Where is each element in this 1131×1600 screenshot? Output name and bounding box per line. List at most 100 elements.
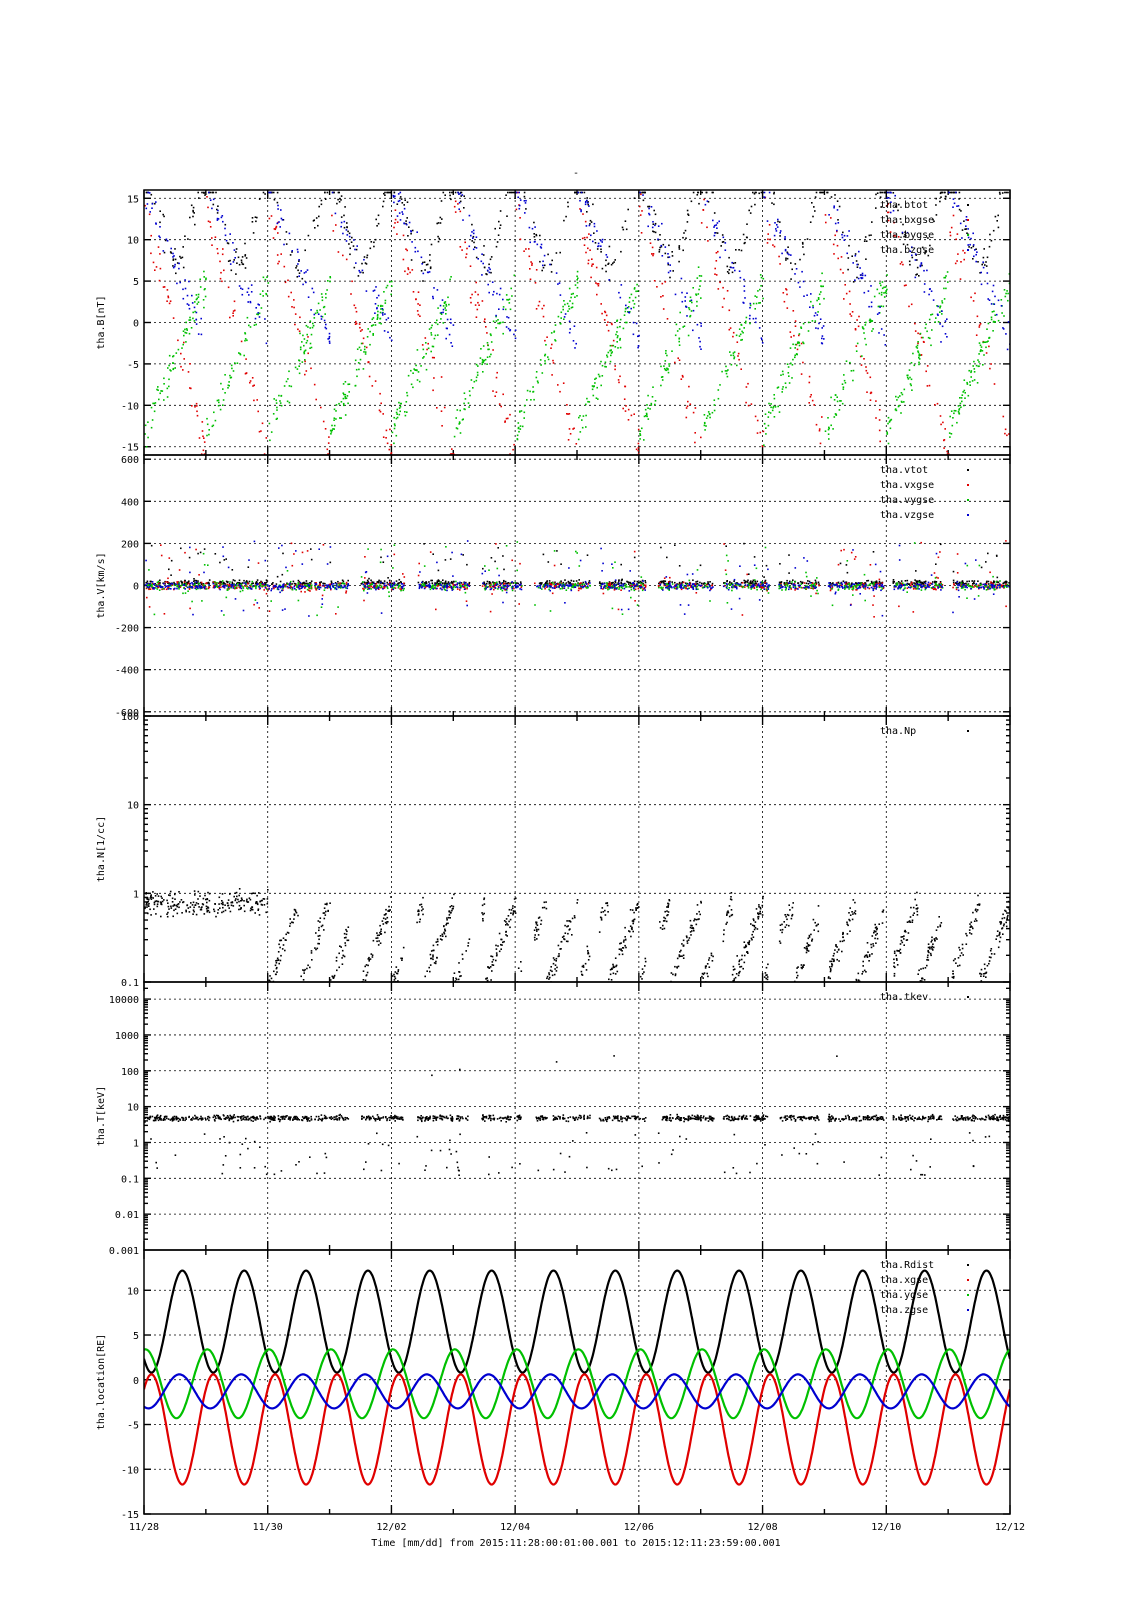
data-point: [774, 222, 776, 224]
data-point: [830, 584, 832, 587]
data-point: [976, 251, 978, 253]
data-point: [206, 417, 208, 420]
data-point: [913, 582, 915, 584]
data-point: [219, 561, 221, 564]
data-point: [360, 349, 362, 351]
data-point: [229, 259, 231, 262]
data-point: [184, 582, 186, 585]
data-point: [818, 429, 821, 432]
data-point: [914, 322, 916, 325]
data-point: [731, 583, 734, 585]
data-point: [885, 290, 887, 292]
data-point: [278, 221, 280, 223]
data-point: [768, 402, 770, 405]
data-point: [263, 589, 265, 591]
data-point: [701, 191, 703, 194]
data-point: [843, 584, 846, 587]
data-point: [952, 198, 955, 200]
data-point: [370, 579, 372, 582]
data-point: [755, 191, 757, 194]
data-point: [685, 587, 687, 589]
data-point: [495, 327, 497, 329]
data-point: [250, 583, 253, 586]
data-point: [610, 263, 613, 266]
data-point: [584, 220, 587, 223]
data-point: [746, 236, 748, 239]
data-point: [436, 319, 438, 322]
data-point: [290, 291, 292, 294]
data-point: [570, 579, 573, 582]
data-point: [482, 359, 485, 362]
data-point: [787, 246, 789, 248]
data-point: [229, 581, 231, 583]
data-point: [305, 370, 308, 372]
data-point: [576, 270, 579, 273]
data-point: [472, 232, 475, 235]
data-point: [195, 548, 197, 551]
data-point: [468, 584, 470, 586]
data-point: [298, 359, 301, 362]
data-point: [534, 240, 536, 243]
data-point: [930, 314, 932, 316]
data-point: [148, 569, 150, 571]
data-point: [179, 586, 182, 588]
data-point: [321, 315, 324, 318]
data-point: [473, 241, 475, 244]
data-point: [359, 326, 361, 329]
data-point: [969, 381, 971, 383]
data-point: [568, 428, 571, 430]
data-point: [315, 398, 317, 401]
data-point: [632, 306, 635, 309]
data-point: [181, 347, 183, 349]
data-point: [591, 258, 593, 260]
data-point: [792, 358, 794, 361]
data-point: [829, 589, 832, 592]
data-point: [510, 586, 513, 588]
data-point: [425, 582, 428, 584]
data-point: [639, 580, 642, 583]
data-point: [448, 586, 451, 588]
data-point: [744, 580, 747, 582]
data-point: [567, 201, 569, 204]
data-point: [966, 381, 968, 384]
data-point: [985, 583, 988, 585]
data-point: [807, 330, 810, 332]
data-point: [315, 589, 318, 591]
data-point: [433, 356, 435, 359]
data-point: [776, 226, 779, 228]
data-point: [730, 354, 732, 357]
data-point: [540, 243, 543, 246]
data-point: [458, 208, 460, 210]
data-point: [740, 368, 742, 370]
data-point: [746, 573, 748, 576]
data-point: [323, 582, 325, 585]
data-point: [966, 580, 968, 583]
data-point: [830, 588, 832, 590]
data-point: [275, 402, 278, 404]
data-point: [417, 574, 420, 577]
data-point: [570, 588, 572, 591]
data-point: [236, 587, 238, 589]
data-point: [265, 342, 268, 345]
data-point: [373, 241, 375, 244]
data-point: [442, 579, 444, 581]
data-point: [304, 587, 306, 589]
data-point: [325, 323, 327, 326]
series-tha.btot: [145, 191, 1009, 283]
data-point: [875, 193, 877, 196]
data-point: [851, 588, 853, 590]
data-point: [311, 326, 314, 329]
data-point: [200, 317, 202, 320]
data-point: [280, 395, 282, 397]
data-point: [389, 336, 391, 339]
data-point: [185, 341, 187, 343]
data-point: [613, 583, 616, 585]
data-point: [914, 259, 917, 261]
data-point: [633, 580, 636, 582]
data-point: [146, 203, 149, 205]
data-point: [637, 335, 639, 338]
data-point: [953, 202, 956, 205]
data-point: [200, 453, 203, 455]
data-point: [303, 338, 306, 340]
data-point: [756, 419, 759, 422]
